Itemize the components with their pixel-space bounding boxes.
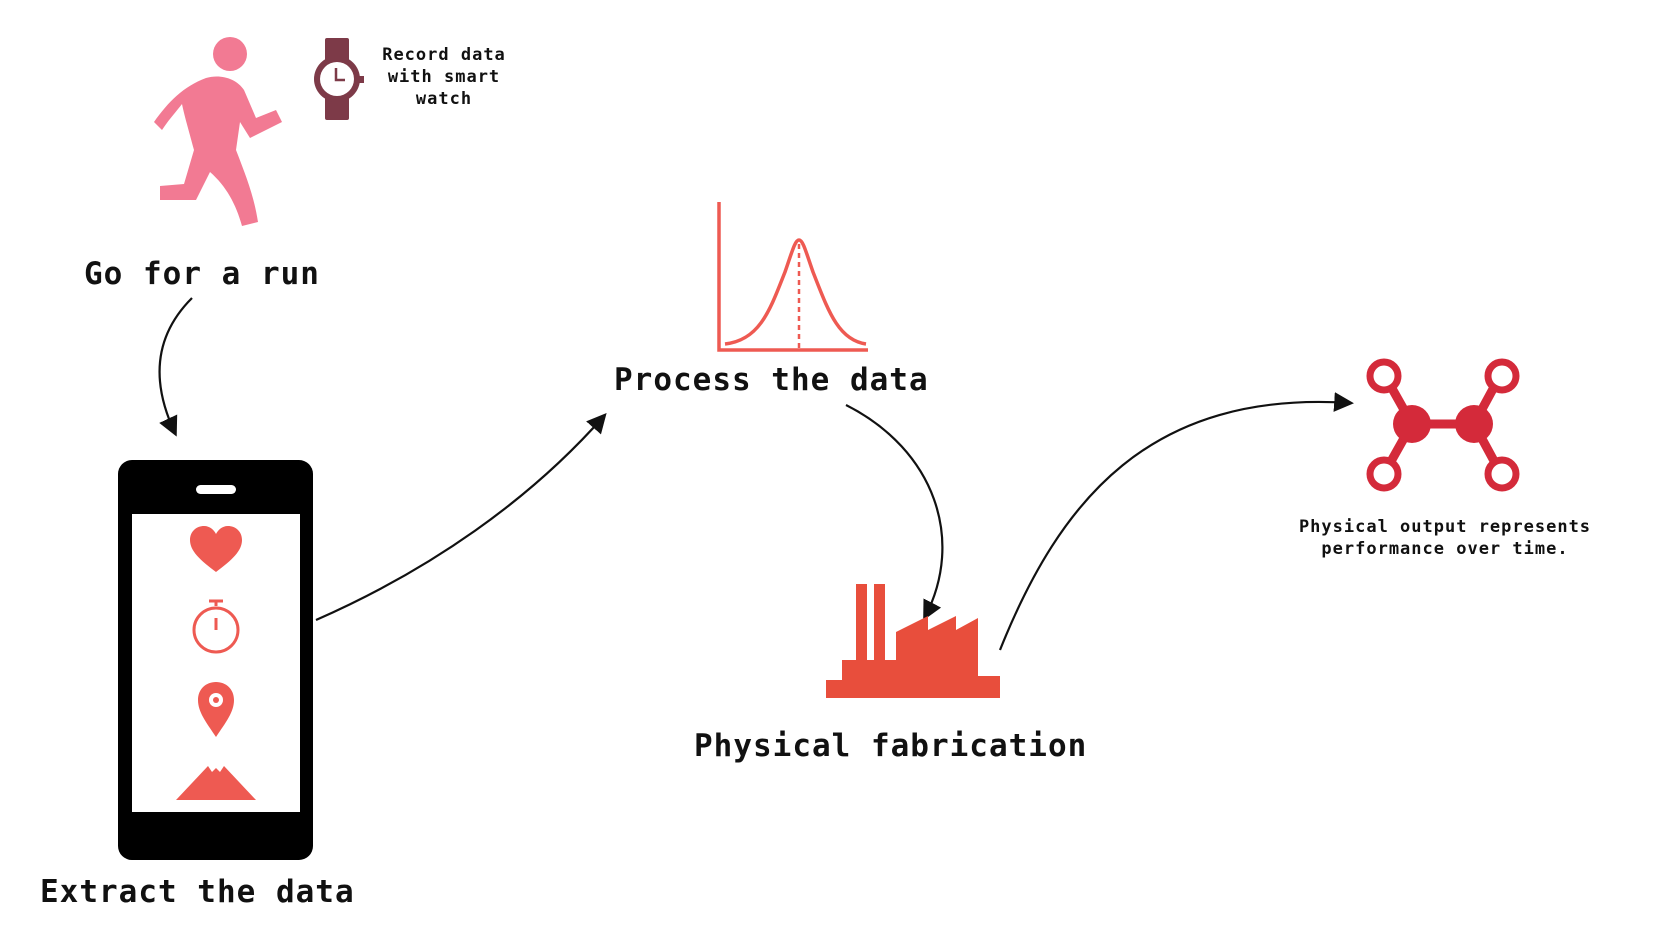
step-label-run: Go for a run: [84, 256, 320, 292]
arrow-fabrication-to-output: [998, 392, 1354, 651]
step-label-fabrication: Physical fabrication: [694, 728, 1088, 764]
step-label-extract: Extract the data: [40, 874, 355, 910]
arrow-extract-to-process: [315, 413, 607, 622]
step-label-watch: Record data with smart watch: [382, 45, 506, 109]
arrow-process-to-fabrication: [845, 404, 944, 621]
heart-icon: [190, 526, 242, 572]
arrow-run-to-extract: [158, 297, 193, 437]
location-pin-icon: [198, 682, 234, 737]
step-label-output: Physical output represents performance o…: [1298, 517, 1592, 559]
mountain-icon: [176, 766, 256, 800]
stopwatch-icon: [192, 599, 240, 654]
step-label-process: Process the data: [614, 362, 929, 398]
